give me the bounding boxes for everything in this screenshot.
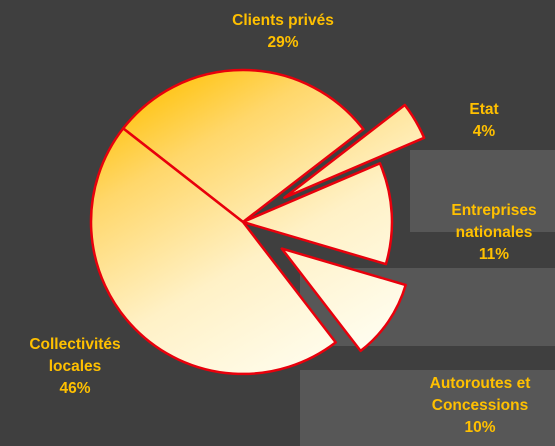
slice-label-clients-prives: Clients privés 29% [232,10,334,54]
slice-name-line-2: locales [48,358,102,375]
slice-name-line-1: Autoroutes et [429,375,531,392]
slice-name-line-1: Collectivités [29,336,121,353]
pie-slice-etat [283,103,426,199]
slice-value: 4% [472,123,496,140]
slice-value: 46% [59,380,91,397]
slice-name-line-1: Entreprises [451,202,537,219]
slice-label-collectivites-locales: Collectivités locales 46% [29,334,120,400]
pie-slice-clients-prives [121,68,365,224]
pie-slice-autoroutes-et-concessions [280,247,407,353]
slice-label-autoroutes-concessions: Autoroutes et Concessions 10% [430,373,531,439]
pie-slice-collectivites-locales [89,127,337,376]
slice-label-entreprises-nationales: Entreprises nationales 11% [451,200,536,266]
slice-name-line-2: nationales [455,224,533,241]
slice-label-etat: Etat 4% [469,99,498,143]
slice-name-line-2: Concessions [431,397,529,414]
slice-value: 29% [267,34,299,51]
slice-name: Etat [469,101,499,118]
slice-name: Clients privés [232,12,334,29]
slice-value: 11% [478,246,510,263]
background-panel-top [410,150,555,232]
pie-slice-entreprises-nationales [241,162,394,266]
background-panel-bottom [300,370,555,446]
slice-value: 10% [464,419,496,436]
